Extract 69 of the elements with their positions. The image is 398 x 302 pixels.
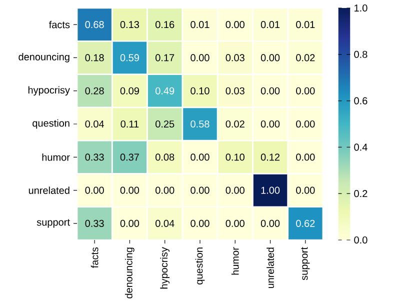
y-tick-label: humor [42,153,70,161]
y-tick-label: hypocrisy [28,86,70,96]
data-label: 0.12 [260,154,280,161]
x-tick-label: hypocrisy [160,247,170,289]
color-bar-label: 0.0 [354,236,368,244]
data-label: 0.02 [296,54,315,62]
data-label: 1.00 [261,186,280,194]
data-label: 0.01 [296,21,315,28]
data-label: 0.00 [226,186,244,194]
x-tick-label: denouncing [125,248,134,298]
data-label: 0.59 [120,54,139,62]
data-label: 0.37 [120,154,139,161]
data-label: 0.00 [190,186,210,194]
x-tick-label: facts [90,247,98,268]
data-label: 0.10 [190,87,210,94]
data-label: 0.18 [85,54,104,62]
data-label: 0.00 [190,54,210,62]
data-label: 0.00 [156,186,174,194]
data-label: 0.03 [226,54,244,62]
data-label: 0.68 [85,21,104,28]
y-tick-label: question [32,119,70,129]
color-bar-label: 1.0 [354,4,368,12]
data-label: 0.03 [226,87,244,94]
data-label: 0.00 [296,154,315,161]
data-label: 0.00 [296,186,315,194]
data-label: 0.04 [156,220,174,227]
data-label: 0.33 [85,220,104,227]
data-label: 0.13 [120,21,140,28]
data-label: 0.00 [260,220,280,227]
data-label: 0.11 [120,120,139,128]
data-label: 0.08 [156,154,174,161]
color-bar-label: 0.6 [354,97,368,104]
data-label: 0.49 [156,87,174,94]
data-label: 0.01 [190,21,210,28]
data-label: 0.02 [226,120,244,128]
x-tick-label: humor [231,247,239,275]
data-label: 0.00 [190,154,210,161]
data-label: 0.10 [226,154,244,161]
x-tick-label: unrelated [266,248,274,288]
data-label: 0.00 [120,220,140,227]
y-tick-label: facts [49,20,70,28]
data-label: 0.00 [226,21,244,28]
data-label: 0.00 [260,54,280,62]
data-label: 0.00 [296,87,315,94]
data-label: 0.58 [190,120,210,128]
data-label: 0.09 [120,87,139,94]
data-label: 0.04 [85,120,104,128]
data-label: 0.25 [156,120,174,128]
data-label: 0.28 [85,87,104,94]
x-tick-label: support [301,247,310,280]
data-label: 0.62 [296,220,315,227]
y-tick-label: support [36,219,70,228]
color-bar-label: 0.4 [354,144,368,151]
data-label: 0.33 [85,154,104,161]
y-tick-label: denouncing [18,53,70,62]
data-label: 0.16 [156,21,174,28]
data-label: 0.00 [296,120,315,128]
x-tick-label: question [195,248,205,284]
data-label: 0.00 [190,220,210,227]
data-label: 0.00 [260,120,280,128]
color-bar-label: 0.2 [354,190,368,198]
data-label: 0.00 [226,220,244,227]
data-label: 0.00 [260,87,280,94]
data-label: 0.00 [120,186,140,194]
y-tick-label: unrelated [28,186,70,194]
data-label: 0.00 [85,186,104,194]
color-bar-label: 0.8 [354,50,368,58]
data-label: 0.01 [260,21,280,28]
data-label: 0.17 [156,54,174,62]
